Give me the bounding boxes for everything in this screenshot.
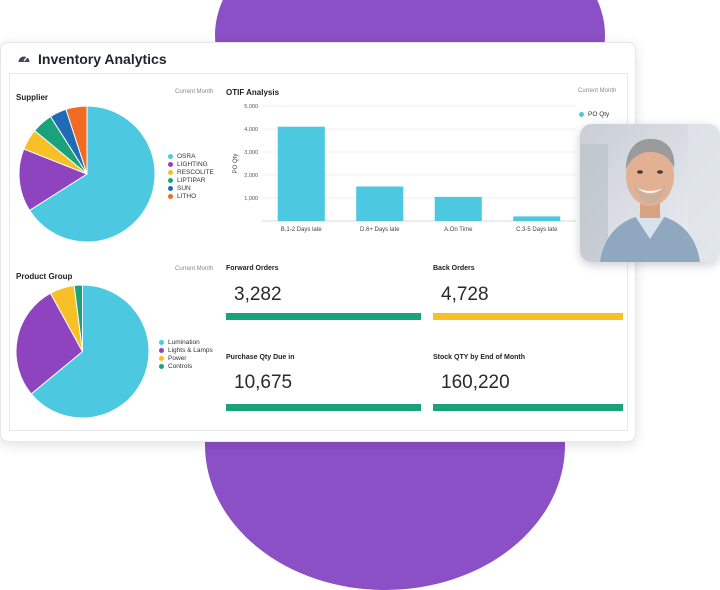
y-tick-label: 5,000 xyxy=(244,104,258,110)
kpi-forward-orders-label: Forward Orders xyxy=(226,265,279,272)
user-portrait-photo xyxy=(580,124,720,262)
pie-slice-lighting xyxy=(19,148,89,212)
legend-item-rescolite: RESCOLITE xyxy=(168,168,214,176)
pie-slice-osra xyxy=(28,106,155,242)
legend-label: Lights & Lamps xyxy=(168,346,213,354)
kpi-back-orders-bar xyxy=(433,313,623,320)
legend-label: Power xyxy=(168,354,187,362)
legend-item-liptipar: LIPTIPAR xyxy=(168,176,214,184)
product-group-legend: Lumination Lights & Lamps Power Controls xyxy=(159,338,213,370)
product-group-pie-chart xyxy=(16,285,149,418)
legend-label: LIPTIPAR xyxy=(177,176,206,184)
otif-period: Current Month xyxy=(578,88,617,94)
x-tick-label: B.1-2 Days late xyxy=(281,227,323,233)
legend-item-sun: SUN xyxy=(168,184,214,192)
dashboard-header: Inventory Analytics xyxy=(17,51,167,67)
legend-label: Lumination xyxy=(168,338,200,346)
y-tick-label: 1,000 xyxy=(244,196,258,202)
page-title: Inventory Analytics xyxy=(38,51,167,67)
legend-label: SUN xyxy=(177,184,191,192)
supplier-legend: OSRA LIGHTING RESCOLITE LIPTIPAR SUN LITHO xyxy=(168,152,214,200)
supplier-title: Supplier xyxy=(16,93,49,102)
pie-slice-controls xyxy=(73,285,83,352)
product-group-title: Product Group xyxy=(16,272,73,281)
y-tick-label: 4,000 xyxy=(244,127,258,133)
x-tick-label: D.6+ Days late xyxy=(360,227,400,233)
kpi-stock-qty-bar xyxy=(433,404,623,411)
legend-label: Controls xyxy=(168,362,193,370)
pie-slice-litho xyxy=(65,106,88,175)
pie-slice-lumination xyxy=(30,285,149,418)
legend-swatch xyxy=(159,355,164,361)
legend-label: PO Qty xyxy=(588,110,610,118)
product-group-period: Current Month xyxy=(175,266,214,272)
kpi-forward-orders-bar xyxy=(226,313,421,320)
legend-swatch xyxy=(159,347,164,353)
x-tick-label: A.On Time xyxy=(444,227,473,233)
legend-swatch xyxy=(168,161,173,167)
y-axis-label: PO Qty xyxy=(233,154,239,174)
legend-swatch xyxy=(168,169,173,175)
otif-title: OTIF Analysis xyxy=(226,88,280,97)
kpi-purchase-qty-bar xyxy=(226,404,421,411)
kpi-purchase-qty-label: Purchase Qty Due in xyxy=(226,354,295,361)
legend-label: LITHO xyxy=(177,192,197,200)
legend-item-litho: LITHO xyxy=(168,192,214,200)
legend-label: RESCOLITE xyxy=(177,168,214,176)
dashboard-card: Inventory Analytics Supplier Current Mon… xyxy=(0,42,636,442)
legend-item-lighting: LIGHTING xyxy=(168,160,214,168)
legend-swatch xyxy=(579,111,584,117)
otif-bar-chart: 5,000 4,000 3,000 2,000 1,000 PO Qty B.1-2 Day… xyxy=(233,104,576,233)
y-tick-label: 2,000 xyxy=(244,173,258,179)
legend-item-power: Power xyxy=(159,354,213,362)
legend-item-lights-lamps: Lights & Lamps xyxy=(159,346,213,354)
legend-swatch xyxy=(168,177,173,183)
otif-legend: PO Qty xyxy=(579,110,609,118)
bar-b-1-2-days-late xyxy=(277,126,325,221)
legend-item-osra: OSRA xyxy=(168,152,214,160)
legend-swatch xyxy=(168,153,173,159)
pie-slice-lights-lamps xyxy=(16,292,84,395)
kpi-stock-qty-label: Stock QTY by End of Month xyxy=(433,354,526,361)
x-tick-label: C.3-5 Days late xyxy=(516,227,558,233)
kpi-stock-qty-value: 160,220 xyxy=(441,372,510,393)
legend-swatch xyxy=(168,185,173,191)
bar-c-3-5-days-late xyxy=(513,216,561,221)
kpi-back-orders-label: Back Orders xyxy=(433,265,475,272)
legend-swatch xyxy=(159,339,164,345)
supplier-period: Current Month xyxy=(175,89,214,95)
gauge-icon xyxy=(18,56,30,62)
kpi-back-orders-value: 4,728 xyxy=(441,284,489,305)
legend-item-controls: Controls xyxy=(159,362,213,370)
legend-item-po-qty: PO Qty xyxy=(579,110,609,118)
legend-swatch xyxy=(159,363,164,369)
supplier-pie-chart xyxy=(19,106,155,242)
legend-swatch xyxy=(168,193,173,199)
kpi-purchase-qty-value: 10,675 xyxy=(234,372,293,393)
legend-label: LIGHTING xyxy=(177,160,208,168)
kpi-forward-orders-value: 3,282 xyxy=(234,284,282,305)
legend-label: OSRA xyxy=(177,152,196,160)
legend-item-lumination: Lumination xyxy=(159,338,213,346)
y-tick-label: 3,000 xyxy=(244,150,258,156)
bar-d-6-days-late xyxy=(356,186,404,221)
bar-a-on-time xyxy=(434,196,482,221)
